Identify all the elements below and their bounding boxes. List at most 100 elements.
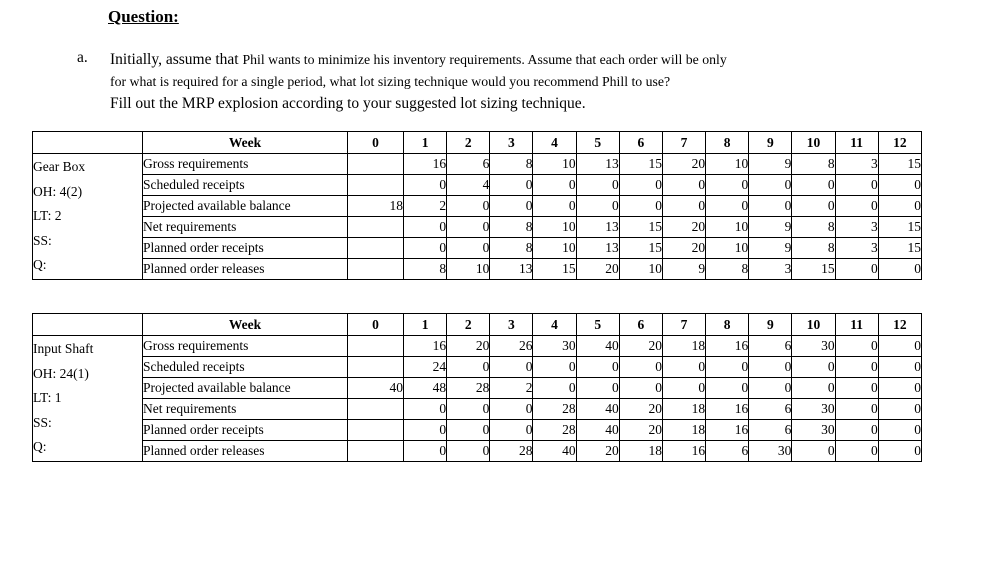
item-info-line: SS: [33, 414, 52, 430]
value-cell: 20 [618, 335, 663, 357]
value-cell: 0 [877, 335, 923, 357]
value-cell: 20 [575, 258, 620, 280]
row-label-cell: Gross requirements [142, 335, 348, 357]
week-number-cell: 0 [347, 131, 404, 154]
value-cell: 0 [446, 398, 491, 420]
item-info-cell: Gear Box OH: 4(2) LT: 2 SS: Q: [32, 153, 143, 280]
item-line-1: Initially, assume that Phil wants to min… [110, 49, 937, 71]
value-cell: 30 [791, 335, 836, 357]
value-cell [347, 335, 404, 357]
mrp-row: Projected available balance 18 2 0 0 0 0 0 0 0 0 0 0… [33, 195, 923, 217]
value-cell: 30 [532, 335, 577, 357]
value-cell: 28 [532, 419, 577, 441]
value-cell: 0 [705, 356, 750, 378]
mrp-row: Scheduled receipts 24 0 0 0 0 0 0 0 0 0 0 0 [33, 356, 923, 378]
mrp-row: Input Shaft OH: 24(1) LT: 1 SS: Q: Gross requ… [32, 335, 923, 462]
value-cell: 0 [748, 174, 793, 196]
value-cell: 28 [532, 398, 577, 420]
week-header-cell: Week [142, 313, 348, 336]
item-info-cell: Input Shaft OH: 24(1) LT: 1 SS: Q: [32, 335, 143, 462]
week-number-cell: 9 [748, 313, 793, 336]
mrp-row: Projected available balance 40 48 28 2 0 0 0 0 0 0… [33, 377, 923, 399]
week-number-cell: 12 [877, 131, 923, 154]
mrp-row: Gear Box OH: 4(2) LT: 2 SS: Q: Gross requirem… [32, 153, 923, 280]
row-label-cell: Gross requirements [142, 153, 348, 175]
value-cell: 0 [705, 174, 750, 196]
value-cell: 0 [877, 440, 923, 462]
value-cell: 0 [402, 440, 448, 462]
row-label-cell: Net requirements [142, 398, 348, 420]
value-cell: 6 [748, 335, 793, 357]
row-label-cell: Planned order releases [142, 440, 348, 462]
week-number-cell: 11 [834, 313, 879, 336]
mrp-row: Planned order receipts 0 0 0 28 40 20 18 16 6 30 0 0 [33, 419, 923, 441]
value-cell: 0 [834, 398, 879, 420]
value-cell: 0 [834, 258, 879, 280]
value-cell: 9 [748, 153, 793, 175]
item-info-line: OH: 24(1) [33, 365, 89, 381]
value-cell: 20 [575, 440, 620, 462]
value-cell: 18 [347, 195, 404, 217]
mrp-row: Scheduled receipts 0 4 0 0 0 0 0 0 0 0 0 0 [33, 174, 923, 196]
value-cell: 0 [489, 174, 534, 196]
value-cell: 40 [532, 440, 577, 462]
value-cell: 18 [618, 440, 663, 462]
week-number-cell: 1 [402, 313, 448, 336]
value-cell: 18 [661, 398, 707, 420]
value-cell: 0 [877, 377, 923, 399]
value-cell [347, 356, 404, 378]
value-cell: 0 [532, 356, 577, 378]
item-info-line: LT: 1 [33, 390, 62, 406]
week-number-cell: 2 [446, 313, 491, 336]
value-cell: 6 [705, 440, 750, 462]
week-header-row: Week 0 1 2 3 4 5 6 7 8 9 10 11 12 [32, 313, 923, 336]
value-cell: 0 [791, 356, 836, 378]
value-cell: 8 [791, 153, 836, 175]
value-cell: 0 [618, 356, 663, 378]
value-cell: 15 [618, 237, 663, 259]
value-cell: 0 [402, 398, 448, 420]
value-cell: 0 [834, 174, 879, 196]
mrp-row: Planned order releases 8 10 13 15 20 10 9 8 3 15 0 0 [33, 258, 923, 280]
week-number-cell: 5 [575, 131, 620, 154]
week-number-cell: 9 [748, 131, 793, 154]
row-label-cell: Planned order receipts [142, 237, 348, 259]
value-cell: 0 [877, 419, 923, 441]
week-number-cell: 10 [791, 131, 836, 154]
week-number-cell: 6 [618, 313, 663, 336]
value-cell: 0 [877, 174, 923, 196]
item-line1-rest: Phil wants to minimize his inventory req… [242, 52, 727, 67]
week-number-cell: 7 [661, 131, 707, 154]
value-cell: 0 [834, 419, 879, 441]
value-cell: 9 [748, 216, 793, 238]
value-cell: 0 [834, 356, 879, 378]
value-cell: 4 [446, 174, 491, 196]
mrp-table-gearbox-body: Week 0 1 2 3 4 5 6 7 8 9 10 11 12 Gear Box OH: 4(2) LT: … [32, 131, 923, 280]
value-cell: 13 [575, 153, 620, 175]
value-cell: 0 [489, 356, 534, 378]
value-cell: 20 [618, 398, 663, 420]
row-label-cell: Planned order receipts [142, 419, 348, 441]
item-info-line: LT: 2 [33, 208, 62, 224]
value-cell [347, 419, 404, 441]
value-cell: 10 [705, 237, 750, 259]
value-cell: 0 [446, 440, 491, 462]
week-number-cell: 7 [661, 313, 707, 336]
value-cell: 16 [705, 398, 750, 420]
week-number-cell: 8 [705, 131, 750, 154]
week-number-cell: 10 [791, 313, 836, 336]
value-cell: 3 [834, 237, 879, 259]
value-cell: 40 [575, 335, 620, 357]
value-cell: 0 [877, 356, 923, 378]
value-cell: 0 [748, 377, 793, 399]
value-cell: 40 [575, 419, 620, 441]
value-cell: 0 [446, 216, 491, 238]
mrp-table-inputshaft-body: Week 0 1 2 3 4 5 6 7 8 9 10 11 12 Input Shaft OH: 24(1)… [32, 313, 923, 462]
value-cell: 13 [575, 216, 620, 238]
value-cell: 8 [489, 216, 534, 238]
value-cell: 2 [489, 377, 534, 399]
value-cell: 0 [791, 377, 836, 399]
value-cell: 28 [489, 440, 534, 462]
value-cell: 18 [661, 335, 707, 357]
value-cell: 15 [877, 153, 923, 175]
